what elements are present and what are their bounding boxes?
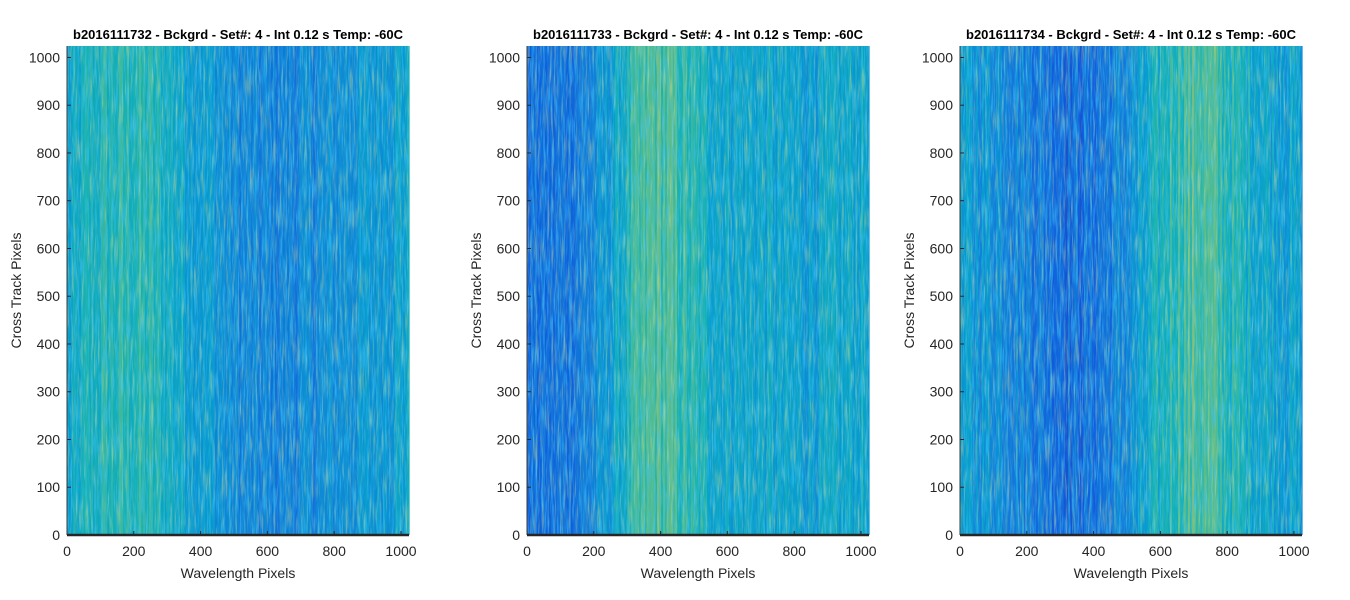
y-axis-ticks: 0 100 200 300 400 500 600 700 800 900 1000 — [29, 49, 71, 543]
y-tick-label: 1000 — [922, 49, 953, 65]
y-tick-label: 900 — [37, 97, 61, 113]
heatmap-panel-2: b2016111733 - Bckgrd - Set#: 4 - Int 0.1… — [468, 27, 877, 581]
y-tick-label: 800 — [37, 145, 61, 161]
x-tick-label: 200 — [122, 543, 146, 559]
y-tick-label: 900 — [497, 97, 521, 113]
y-axis-ticks: 0 100 200 300 400 500 600 700 800 900 1000 — [489, 49, 531, 543]
heatmap-image — [960, 46, 1303, 535]
x-tick-label: 600 — [716, 543, 740, 559]
heatmap-texture — [527, 46, 869, 535]
y-tick-label: 300 — [37, 384, 61, 400]
y-tick-label: 500 — [37, 288, 61, 304]
x-tick-label: 400 — [649, 543, 673, 559]
heatmap-texture — [960, 46, 1302, 535]
y-tick-label: 600 — [37, 240, 61, 256]
x-axis-label: Wavelength Pixels — [1074, 565, 1189, 581]
heatmap-image — [67, 46, 410, 535]
panel-title: b2016111734 - Bckgrd - Set#: 4 - Int 0.1… — [966, 27, 1297, 42]
y-tick-label: 200 — [497, 431, 521, 447]
y-tick-label: 200 — [37, 431, 61, 447]
heatmap-image — [527, 46, 870, 535]
y-tick-label: 700 — [497, 193, 521, 209]
y-axis-label: Cross Track Pixels — [468, 233, 484, 349]
x-tick-label: 1000 — [1278, 543, 1309, 559]
x-tick-label: 600 — [256, 543, 280, 559]
x-tick-label: 0 — [956, 543, 964, 559]
x-axis-ticks: 0 200 400 600 800 1000 — [63, 531, 417, 559]
y-tick-label: 400 — [37, 336, 61, 352]
y-tick-label: 700 — [930, 193, 954, 209]
heatmap-panel-3: b2016111734 - Bckgrd - Set#: 4 - Int 0.1… — [901, 27, 1310, 581]
x-axis-label: Wavelength Pixels — [641, 565, 756, 581]
x-tick-label: 0 — [63, 543, 71, 559]
y-tick-label: 600 — [930, 240, 954, 256]
panel-title: b2016111732 - Bckgrd - Set#: 4 - Int 0.1… — [73, 27, 404, 42]
x-tick-label: 800 — [783, 543, 807, 559]
y-tick-label: 100 — [37, 479, 61, 495]
y-tick-label: 900 — [930, 97, 954, 113]
x-tick-label: 400 — [189, 543, 213, 559]
y-axis-label: Cross Track Pixels — [901, 233, 917, 349]
y-tick-label: 0 — [52, 527, 60, 543]
y-tick-label: 200 — [930, 431, 954, 447]
x-axis-label: Wavelength Pixels — [181, 565, 296, 581]
y-tick-label: 800 — [497, 145, 521, 161]
y-tick-label: 0 — [945, 527, 953, 543]
y-tick-label: 300 — [497, 384, 521, 400]
x-tick-label: 800 — [1216, 543, 1240, 559]
x-tick-label: 1000 — [385, 543, 416, 559]
heatmap-texture — [67, 46, 409, 535]
x-axis-ticks: 0 200 400 600 800 1000 — [956, 531, 1310, 559]
x-tick-label: 400 — [1082, 543, 1106, 559]
y-axis-ticks: 0 100 200 300 400 500 600 700 800 900 1000 — [922, 49, 964, 543]
y-tick-label: 500 — [497, 288, 521, 304]
y-tick-label: 0 — [512, 527, 520, 543]
y-tick-label: 600 — [497, 240, 521, 256]
x-tick-label: 200 — [1015, 543, 1039, 559]
y-tick-label: 400 — [930, 336, 954, 352]
x-tick-label: 800 — [323, 543, 347, 559]
x-tick-label: 0 — [523, 543, 531, 559]
y-tick-label: 300 — [930, 384, 954, 400]
y-tick-label: 700 — [37, 193, 61, 209]
y-tick-label: 1000 — [489, 49, 520, 65]
y-tick-label: 100 — [930, 479, 954, 495]
y-tick-label: 100 — [497, 479, 521, 495]
y-tick-label: 500 — [930, 288, 954, 304]
x-tick-label: 1000 — [845, 543, 876, 559]
y-tick-label: 400 — [497, 336, 521, 352]
heatmap-panel-1: b2016111732 - Bckgrd - Set#: 4 - Int 0.1… — [8, 27, 417, 581]
y-axis-label: Cross Track Pixels — [8, 233, 24, 349]
y-tick-label: 1000 — [29, 49, 60, 65]
x-tick-label: 200 — [582, 543, 606, 559]
panel-title: b2016111733 - Bckgrd - Set#: 4 - Int 0.1… — [533, 27, 864, 42]
y-tick-label: 800 — [930, 145, 954, 161]
x-tick-label: 600 — [1149, 543, 1173, 559]
